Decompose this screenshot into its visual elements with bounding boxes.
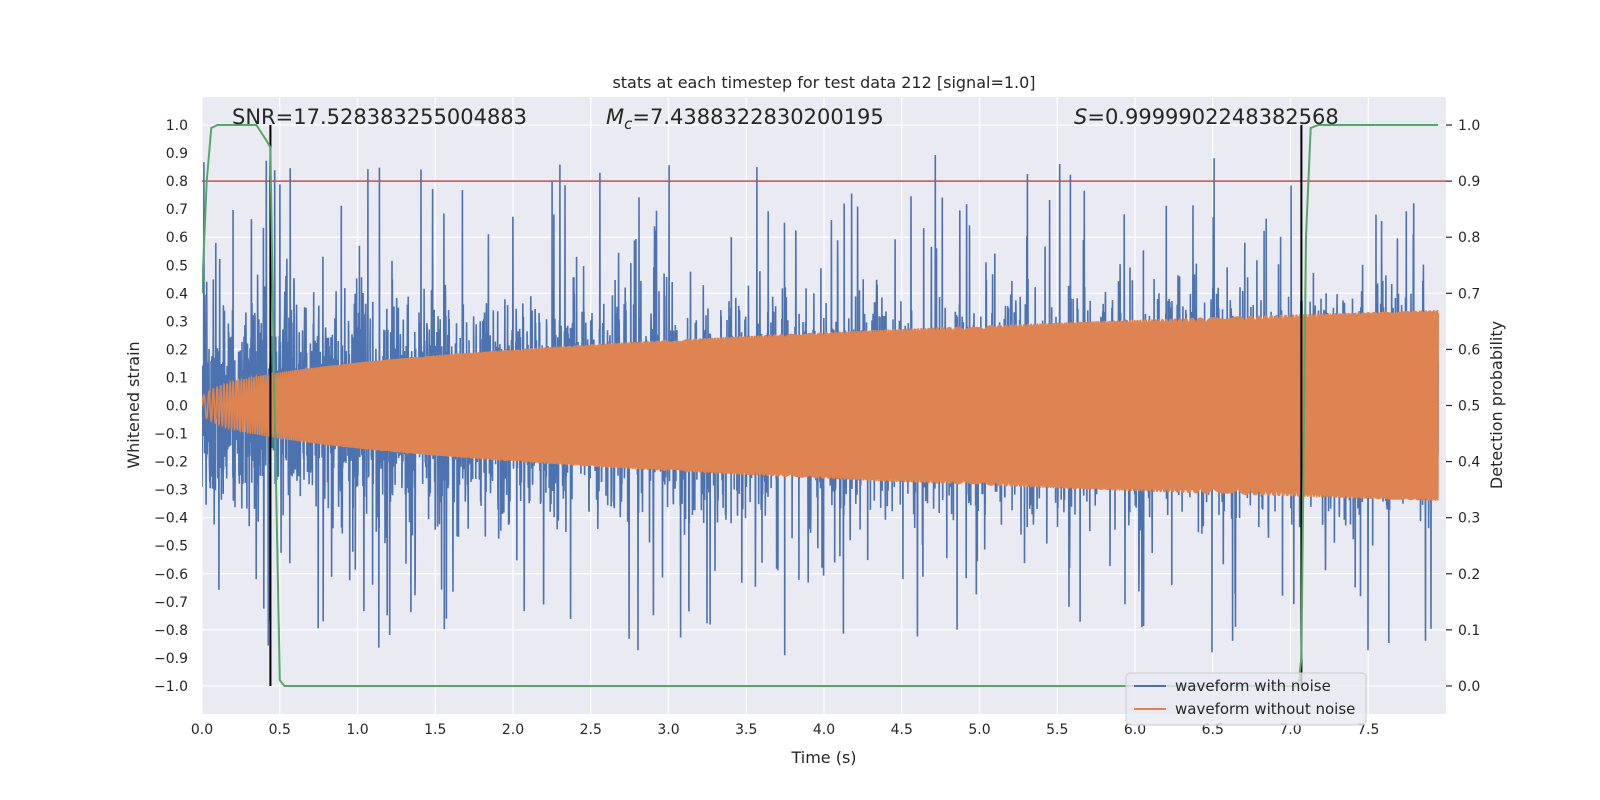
y-left-tick-label: −0.7 <box>154 595 188 611</box>
mc-symbol: M <box>606 105 624 129</box>
y-left-tick-label: −0.9 <box>154 651 188 667</box>
y-left-tick-label: 0.0 <box>166 399 188 415</box>
x-tick-label: 1.0 <box>346 722 368 738</box>
legend: waveform with noise waveform without noi… <box>1125 672 1367 726</box>
y-left-tick-label: −0.1 <box>154 427 188 443</box>
x-tick-label: 7.0 <box>1279 722 1301 738</box>
y-right-tick-label: 1.0 <box>1458 118 1480 134</box>
x-tick-label: 2.0 <box>502 722 524 738</box>
mc-annotation: Mc=7.4388322830200195 <box>606 105 884 133</box>
y-right-tick-label: 0.9 <box>1458 174 1480 190</box>
y-right-axis-label: Detection probability <box>1487 321 1506 489</box>
s-annotation: S=0.9999902248382568 <box>1074 105 1339 129</box>
y-left-tick-label: −0.8 <box>154 623 188 639</box>
x-tick-label: 6.0 <box>1124 722 1146 738</box>
x-tick-label: 3.5 <box>735 722 757 738</box>
mc-value: =7.4388322830200195 <box>632 105 883 129</box>
x-tick-label: 6.5 <box>1202 722 1224 738</box>
y-right-tick-label: 0.2 <box>1458 567 1480 583</box>
y-right-axis-ticks: 1.0 0.9 0.8 0.7 0.6 0.5 0.4 0.3 0.2 0.1 0.0 <box>1446 118 1480 695</box>
x-tick-label: 4.0 <box>813 722 835 738</box>
y-right-tick-label: 0.4 <box>1458 455 1480 471</box>
snr-annotation: SNR=17.528383255004883 <box>232 105 527 129</box>
x-tick-label: 5.5 <box>1046 722 1068 738</box>
y-left-tick-label: 0.4 <box>166 286 188 302</box>
y-left-tick-label: −0.6 <box>154 567 188 583</box>
y-left-tick-label: −0.4 <box>154 511 188 527</box>
y-left-tick-label: 0.8 <box>166 174 188 190</box>
x-axis-ticks: 0.0 0.5 1.0 1.5 2.0 2.5 3.0 3.5 4.0 4.5 5.0 5.5 6.0 6… <box>191 722 1380 738</box>
chart-title: stats at each timestep for test data 212… <box>612 73 1035 92</box>
y-left-tick-label: 0.3 <box>166 314 188 330</box>
y-left-tick-label: 1.0 <box>166 118 188 134</box>
y-right-tick-label: 0.8 <box>1458 230 1480 246</box>
y-left-axis-ticks: 1.0 0.9 0.8 0.7 0.6 0.5 0.4 0.3 0.2 0.1 0.0 −0.1 −0.… <box>154 118 188 695</box>
y-right-tick-label: 0.6 <box>1458 342 1480 358</box>
y-left-tick-label: 0.9 <box>166 146 188 162</box>
y-left-tick-label: −0.2 <box>154 455 188 471</box>
x-tick-label: 2.5 <box>580 722 602 738</box>
y-left-tick-label: −0.5 <box>154 539 188 555</box>
y-left-tick-label: −1.0 <box>154 679 188 695</box>
x-tick-label: 7.5 <box>1357 722 1379 738</box>
y-right-tick-label: 0.5 <box>1458 399 1480 415</box>
y-right-tick-label: 0.3 <box>1458 511 1480 527</box>
mc-subscript: c <box>624 115 633 133</box>
y-left-axis-label: Whitened strain <box>124 341 143 468</box>
legend-label-clean: waveform without noise <box>1175 700 1355 718</box>
x-tick-label: 0.0 <box>191 722 213 738</box>
x-tick-label: 1.5 <box>424 722 446 738</box>
detection-probability-line <box>202 124 1439 687</box>
waveform-without-noise-line <box>202 310 1440 501</box>
y-left-tick-label: −0.3 <box>154 483 188 499</box>
y-right-tick-label: 0.7 <box>1458 286 1480 302</box>
y-left-tick-label: 0.7 <box>166 202 188 218</box>
s-value: =0.9999902248382568 <box>1087 105 1338 129</box>
legend-box <box>1125 672 1367 726</box>
x-tick-label: 3.0 <box>657 722 679 738</box>
y-left-tick-label: 0.6 <box>166 230 188 246</box>
y-left-tick-label: 0.1 <box>166 370 188 386</box>
y-right-tick-label: 0.1 <box>1458 623 1480 639</box>
y-left-tick-label: 0.5 <box>166 258 188 274</box>
y-right-tick-label: 0.0 <box>1458 679 1480 695</box>
x-tick-label: 5.0 <box>968 722 990 738</box>
plot-area <box>202 124 1446 687</box>
y-left-tick-label: 0.2 <box>166 342 188 358</box>
s-symbol: S <box>1074 105 1087 129</box>
x-axis-label: Time (s) <box>790 748 856 767</box>
x-tick-label: 4.5 <box>891 722 913 738</box>
legend-label-noise: waveform with noise <box>1175 677 1331 695</box>
x-tick-label: 0.5 <box>269 722 291 738</box>
